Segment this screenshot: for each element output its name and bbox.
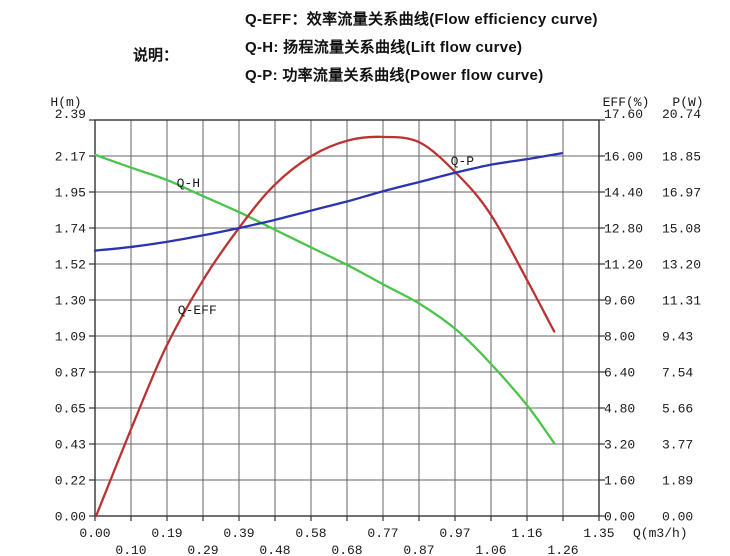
x-axis-tick-label: 1.06 [475, 543, 506, 556]
x-axis-tick-label: 1.16 [511, 526, 542, 541]
x-axis-tick-label: 0.48 [259, 543, 290, 556]
eff-axis-title: EFF(%) [603, 95, 650, 110]
left-axis-tick-label: 0.00 [55, 510, 86, 525]
x-axis-tick-label: 0.39 [223, 526, 254, 541]
power-axis-tick-label: 1.89 [662, 474, 693, 489]
eff-axis-tick-label: 12.80 [604, 222, 643, 237]
left-axis-tick-label: 1.52 [55, 258, 86, 273]
x-axis-tick-label: 1.35 [583, 526, 614, 541]
power-axis-tick-label: 5.66 [662, 402, 693, 417]
eff-axis-tick-label: 16.00 [604, 150, 643, 165]
left-axis-title: H(m) [50, 95, 81, 110]
x-axis-tick-label: 0.58 [295, 526, 326, 541]
x-axis-tick-label: 0.19 [151, 526, 182, 541]
x-axis-tick-label: 0.68 [331, 543, 362, 556]
note-label: 说明： [133, 47, 179, 64]
eff-axis-tick-label: 1.60 [604, 474, 635, 489]
x-axis-tick-label: 0.10 [115, 543, 146, 556]
eff-axis-tick-label: 3.20 [604, 438, 635, 453]
curve-q-p [93, 152, 563, 252]
power-axis-title: P(W) [672, 95, 703, 110]
legend-q-p: Q-P: 功率流量关系曲线(Power flow curve) [245, 67, 544, 84]
x-axis-tick-label: 0.29 [187, 543, 218, 556]
eff-axis-tick-label: 0.00 [604, 510, 635, 525]
x-axis-tick-label: 0.77 [367, 526, 398, 541]
power-axis-tick-label: 3.77 [662, 438, 693, 453]
curve-label-q-eff: Q-EFF [178, 303, 217, 318]
left-axis-tick-label: 1.95 [55, 186, 86, 201]
left-axis-tick-label: 2.17 [55, 150, 86, 165]
legend-q-h: Q-H: 扬程流量关系曲线(Lift flow curve) [245, 39, 523, 56]
power-axis-tick-label: 18.85 [662, 150, 701, 165]
left-axis-tick-label: 0.65 [55, 402, 86, 417]
power-axis-tick-label: 15.08 [662, 222, 701, 237]
left-axis-tick-label: 1.30 [55, 294, 86, 309]
x-axis-tick-label: 0.87 [403, 543, 434, 556]
power-axis-tick-label: 20.74 [662, 107, 701, 122]
eff-axis-tick-label: 4.80 [604, 402, 635, 417]
x-axis-tick-label: 0.00 [79, 526, 110, 541]
power-axis-tick-label: 9.43 [662, 330, 693, 345]
left-axis-tick-label: 2.39 [55, 107, 86, 122]
power-axis-tick-label: 0.00 [662, 510, 693, 525]
curve-q-h [93, 153, 556, 445]
left-axis-tick-label: 0.43 [55, 438, 86, 453]
left-axis-tick-label: 1.09 [55, 330, 86, 345]
eff-axis-tick-label: 8.00 [604, 330, 635, 345]
eff-axis-tick-label: 17.60 [604, 107, 643, 122]
left-axis-tick-label: 0.87 [55, 366, 86, 381]
curve-q-eff [94, 135, 556, 518]
eff-axis-tick-label: 6.40 [604, 366, 635, 381]
eff-axis-tick-label: 11.20 [604, 258, 643, 273]
power-axis-tick-label: 11.31 [662, 294, 701, 309]
power-axis-tick-label: 16.97 [662, 186, 701, 201]
left-axis-tick-label: 1.74 [55, 222, 86, 237]
x-axis-tick-label: 0.97 [439, 526, 470, 541]
curve-label-q-p: Q-P [451, 154, 475, 169]
left-axis-tick-label: 0.22 [55, 474, 86, 489]
x-axis-tick-label: 1.26 [547, 543, 578, 556]
power-axis-tick-label: 7.54 [662, 366, 693, 381]
curve-label-q-h: Q-H [177, 176, 200, 191]
x-axis-title: Q(m3/h) [633, 526, 688, 541]
eff-axis-tick-label: 14.40 [604, 186, 643, 201]
power-axis-tick-label: 13.20 [662, 258, 701, 273]
eff-axis-tick-label: 9.60 [604, 294, 635, 309]
legend-q-eff: Q-EFF：效率流量关系曲线(Flow efficiency curve) [245, 11, 598, 28]
curve-legend: Q-EFF：效率流量关系曲线(Flow efficiency curve) Q-… [245, 6, 598, 90]
